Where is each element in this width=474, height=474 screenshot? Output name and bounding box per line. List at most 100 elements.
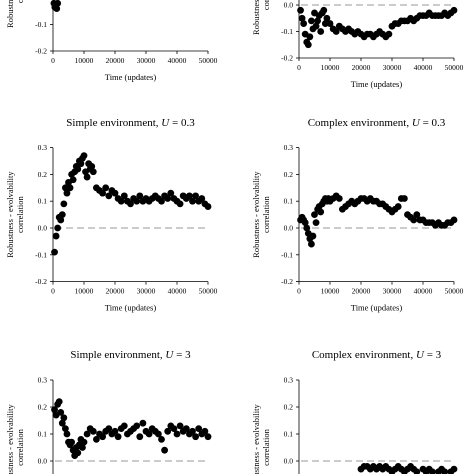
y-tick-label: 0.2	[38, 403, 48, 412]
data-point	[120, 192, 128, 200]
chart-panel-top-left: -0.2 -0.1 0 10000 20000 30000 40000 50000 Time (…	[5, 0, 218, 82]
data-point	[304, 41, 312, 49]
data-point	[62, 425, 69, 432]
y-tick-label: 0.0	[284, 457, 294, 466]
data-point	[139, 419, 147, 427]
data-point	[298, 14, 306, 22]
y-tick-label: -0.2	[281, 54, 293, 63]
y-tick-label: 0.2	[284, 170, 294, 179]
data-point	[413, 211, 421, 219]
data-point	[58, 419, 66, 427]
y-tick-label: 0.1	[38, 430, 48, 439]
x-tick-label: 0	[297, 63, 301, 72]
data-point	[127, 200, 134, 208]
y-tick-label: 0.3	[38, 143, 48, 152]
x-tick-label: 20000	[106, 56, 125, 65]
x-tick-label: 40000	[414, 287, 433, 296]
data-point	[83, 173, 91, 181]
data-point	[204, 203, 212, 210]
data-point	[120, 422, 128, 430]
data-point	[60, 200, 68, 208]
x-tick-label: 10000	[321, 63, 340, 72]
data-point	[312, 22, 320, 30]
chart-panel-bottom-right: Complex environment, U = 3 0.0 0.1 0.2 0.3 Ro…	[251, 349, 458, 474]
y-tick-label: -0.1	[35, 20, 47, 29]
data-point	[309, 232, 317, 240]
data-point	[428, 468, 436, 474]
data-point	[80, 438, 88, 446]
data-point	[441, 468, 449, 474]
y-axis-label: Robustness - evolvability	[5, 0, 15, 28]
data-point	[66, 184, 74, 192]
data-point	[401, 195, 408, 202]
data-point	[195, 425, 203, 432]
data-point	[83, 430, 91, 438]
data-point	[133, 197, 141, 205]
data-point	[57, 216, 65, 224]
data-point	[300, 20, 308, 27]
x-tick-label: 50000	[445, 287, 464, 296]
y-tick-label: 0.2	[284, 403, 294, 412]
x-tick-label: 40000	[414, 63, 433, 72]
data-point	[450, 6, 458, 14]
data-point	[102, 184, 110, 192]
data-point	[164, 427, 172, 435]
data-point	[323, 14, 331, 22]
data-point	[155, 430, 162, 438]
data-point	[189, 427, 196, 435]
data-point	[54, 224, 62, 232]
data-point	[182, 425, 190, 432]
x-tick-label: 0	[297, 287, 301, 296]
x-axis-label: Time (updates)	[351, 79, 403, 89]
data-point	[306, 33, 314, 41]
data-point	[317, 208, 325, 216]
data-point	[93, 436, 100, 443]
y-tick-label: -0.1	[35, 250, 47, 259]
x-tick-label: 30000	[137, 287, 156, 296]
data-point	[105, 425, 113, 432]
data-point	[198, 195, 206, 202]
chart-panel-bottom-left: Simple environment, U = 3 0.0 0.1 0.2 0.3 Rob…	[5, 349, 212, 474]
panel-title: Complex environment, U = 3	[312, 349, 442, 361]
data-point	[105, 192, 113, 200]
y-tick-label: 0.1	[38, 197, 48, 206]
x-tick-label: 10000	[75, 56, 94, 65]
data-point	[332, 28, 340, 35]
y-tick-label: 0.0	[284, 224, 294, 233]
x-tick-label: 40000	[168, 287, 187, 296]
y-axis-label: correlation	[15, 0, 25, 3]
data-point	[88, 162, 96, 170]
data-point	[189, 197, 196, 205]
x-tick-label: 50000	[445, 63, 464, 72]
data-point	[57, 409, 65, 416]
data-point	[74, 449, 82, 457]
x-tick-label: 20000	[352, 63, 371, 72]
x-tick-label: 30000	[383, 287, 402, 296]
x-axis-label: Time (updates)	[351, 303, 403, 313]
x-tick-label: 30000	[137, 56, 156, 65]
y-axis-label: correlation	[15, 195, 25, 233]
x-tick-label: 20000	[106, 287, 125, 296]
y-tick-label: 0.3	[284, 143, 294, 152]
data-point	[311, 211, 318, 219]
x-tick-label: 0	[51, 287, 55, 296]
data-point	[63, 189, 71, 197]
x-tick-label: 0	[51, 56, 55, 65]
data-point	[312, 219, 320, 227]
x-tick-label: 40000	[168, 56, 187, 65]
data-point	[192, 192, 200, 200]
data-point	[186, 192, 193, 200]
data-point	[170, 425, 178, 432]
data-point	[52, 232, 60, 240]
data-point	[204, 433, 212, 441]
data-point	[297, 6, 304, 14]
y-tick-label: -0.2	[35, 277, 47, 286]
data-point	[320, 6, 328, 14]
data-point	[176, 422, 184, 430]
data-point	[89, 427, 97, 435]
data-point	[176, 200, 184, 208]
data-point	[79, 444, 86, 451]
data-point	[80, 152, 88, 160]
data-point	[192, 433, 200, 441]
data-point	[314, 17, 321, 25]
